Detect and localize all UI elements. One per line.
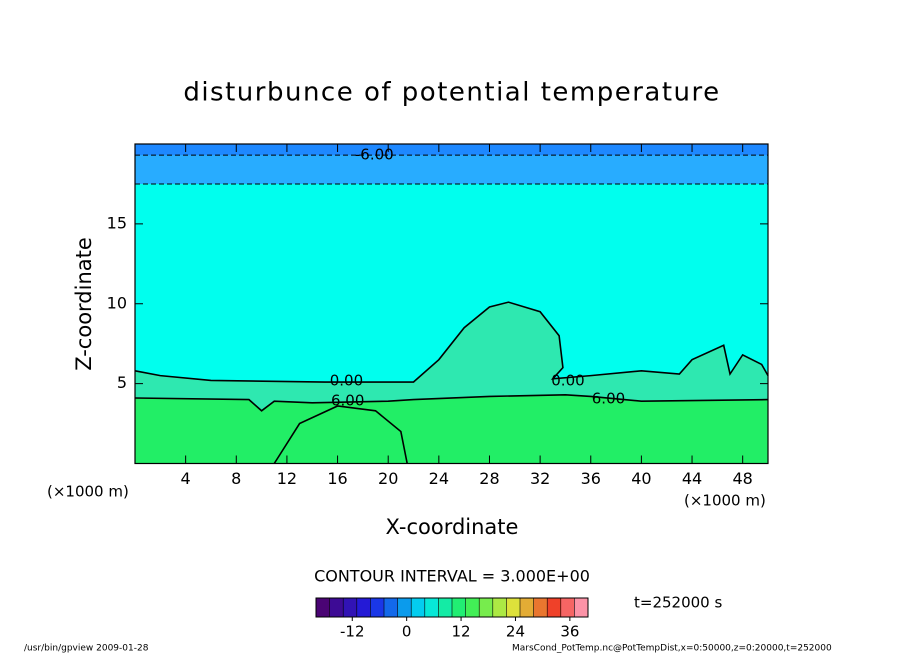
colorbar-cell [343, 598, 357, 617]
colorbar-cell [397, 598, 412, 617]
colorbar-cell [560, 598, 575, 617]
colorbar-cell [506, 598, 520, 617]
colorbar-tick-label: 24 [506, 623, 525, 641]
colorbar-cell [384, 598, 398, 617]
x-unit-label: (×1000 m) [684, 492, 766, 510]
colorbar-cell [492, 598, 507, 617]
colorbar-cell [452, 598, 466, 617]
x-axis-label: X-coordinate [386, 515, 519, 539]
colorbar-cell [316, 598, 330, 617]
contour-label: 0.00 [330, 372, 363, 390]
contour-line [273, 405, 408, 464]
y-tick-label: 5 [117, 373, 127, 392]
time-label: t=252000 s [634, 594, 722, 612]
x-tick-label: 32 [530, 469, 550, 488]
colorbar-cell [479, 598, 493, 617]
x-unit-label: (×1000 m) [47, 483, 129, 501]
x-tick-label: 8 [231, 469, 241, 488]
contour-line [134, 394, 769, 412]
colorbar-tick-label: -12 [340, 623, 365, 641]
colorbar-tick-label: 0 [402, 623, 412, 641]
colorbar-cell [520, 598, 534, 617]
colorbar-cell [424, 598, 439, 617]
footer-left: /usr/bin/gpview 2009-01-28 [24, 644, 149, 654]
x-tick-label: 12 [277, 469, 297, 488]
colorbar-cell [465, 598, 480, 617]
x-tick-label: 4 [181, 469, 191, 488]
x-tick-label: 16 [327, 469, 347, 488]
y-tick-label: 15 [107, 213, 127, 232]
contour-label: 6.00 [592, 389, 625, 407]
y-tick-label: 10 [107, 293, 127, 312]
chart-title: disturbunce of potential temperature [183, 78, 720, 108]
contour-label: 0.00 [551, 372, 584, 390]
x-tick-label: 36 [581, 469, 601, 488]
x-tick-label: 20 [378, 469, 398, 488]
colorbar-frame [315, 597, 589, 618]
contour-label: -6.00 [355, 146, 394, 164]
x-tick-label: 44 [682, 469, 702, 488]
colorbar-cell [574, 598, 588, 617]
footer-right: MarsCond_PotTemp.nc@PotTempDist,x=0:5000… [512, 644, 832, 654]
x-tick-label: 48 [733, 469, 753, 488]
colorbar-cell [533, 598, 548, 617]
colorbar-cell [438, 598, 452, 617]
contour-label: 6.00 [331, 392, 364, 410]
colorbar-cell [329, 598, 344, 617]
colorbar-cell [547, 598, 561, 617]
y-axis-label: Z-coordinate [72, 237, 96, 371]
colorbar-cell [370, 598, 384, 617]
x-tick-label: 24 [429, 469, 449, 488]
colorbar-tick-label: 12 [452, 623, 471, 641]
colorbar-cell [356, 598, 371, 617]
x-tick-label: 40 [631, 469, 651, 488]
colorbar-tick-label: 36 [560, 623, 579, 641]
contour-interval: CONTOUR INTERVAL = 3.000E+00 [314, 567, 590, 586]
colorbar-cell [411, 598, 425, 617]
x-tick-label: 28 [479, 469, 499, 488]
contour-fill [135, 394, 768, 464]
contour-line [134, 301, 769, 383]
